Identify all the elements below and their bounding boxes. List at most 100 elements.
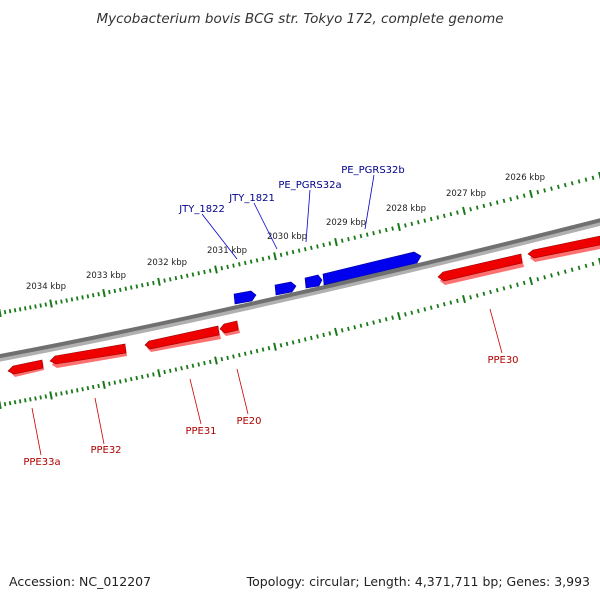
outer-track-minor-tick [563, 182, 567, 188]
inner-track-minor-tick [442, 302, 446, 307]
outer-track-minor-tick [522, 193, 526, 198]
gene-label-pe-pgrs32b[interactable]: PE_PGRS32b [341, 165, 405, 176]
outer-track-minor-tick [232, 263, 235, 268]
gene-label-ppe31[interactable]: PPE31 [185, 426, 216, 437]
label-leader-lines [31, 174, 503, 456]
outer-track-minor-tick [24, 306, 27, 311]
inner-track-minor-tick [522, 280, 526, 286]
inner-track-major-tick [49, 391, 53, 400]
leader-pe-pgrs32b [364, 174, 375, 230]
outer-track-minor-tick [8, 309, 12, 314]
inner-track-minor-tick [220, 356, 224, 362]
outer-track-minor-tick [543, 188, 546, 193]
tick-label-2029: 2029 kbp [326, 218, 366, 228]
gene-arrow-ppe33a[interactable] [7, 359, 44, 377]
outer-track-minor-tick [442, 213, 446, 219]
inner-track-minor-tick [226, 355, 229, 361]
gene-label-jty-1821[interactable]: JTY_1821 [228, 193, 275, 204]
gene-label-ppe30[interactable]: PPE30 [487, 355, 518, 366]
outer-track-minor-tick [238, 262, 241, 267]
gene-arrow-ppe31[interactable] [144, 325, 221, 352]
outer-track-minor-tick [54, 300, 58, 305]
inner-track-minor-tick [303, 337, 307, 342]
gene-arrow-jty-1821[interactable] [274, 281, 297, 296]
tick-labels: 2034 kbp 2033 kbp 2032 kbp 2031 kbp 2030… [26, 173, 545, 292]
outer-track-minor-tick [359, 233, 363, 239]
outer-track-minor-tick [347, 236, 350, 242]
tick-label-2033: 2033 kbp [86, 271, 126, 281]
outer-track-minor-tick [391, 226, 394, 231]
inner-track-minor-tick [54, 392, 58, 397]
outer-track-minor-tick [449, 212, 453, 217]
accession-text: Accession: NC_012207 [9, 574, 151, 589]
gene-arrow-pe-pgrs32a[interactable] [304, 274, 323, 289]
inner-track-minor-tick [91, 384, 95, 390]
inner-track-minor-tick [168, 368, 172, 373]
outer-track-minor-tick [76, 296, 79, 301]
inner-track-minor-tick [70, 389, 74, 394]
inner-track-major-tick [397, 311, 401, 321]
inner-track-minor-tick [8, 401, 12, 406]
outer-track-minor-tick [119, 287, 122, 292]
outer-track-minor-tick [97, 292, 100, 297]
outer-track-minor-tick [70, 297, 74, 302]
inner-track-minor-tick [563, 269, 567, 274]
inner-track-minor-tick [591, 261, 595, 267]
outer-track-minor-tick [570, 181, 574, 186]
outer-track-minor-tick [18, 307, 22, 312]
outer-track-major-tick [334, 237, 338, 247]
inner-track-minor-tick [328, 331, 332, 336]
outer-track-major-tick [102, 288, 106, 298]
outer-track-minor-tick [141, 283, 144, 288]
inner-track-minor-tick [232, 354, 235, 359]
gene-label-ppe32[interactable]: PPE32 [90, 445, 121, 456]
inner-track-minor-tick [60, 391, 63, 396]
gene-arrow-jty-1822[interactable] [233, 290, 257, 305]
outer-track-minor-tick [208, 268, 212, 273]
outer-track-minor-tick [310, 245, 313, 251]
leader-pe20 [236, 368, 249, 415]
outer-track-minor-tick [191, 272, 195, 277]
inner-track-minor-tick [384, 317, 388, 322]
outer-track-minor-tick [429, 216, 433, 222]
outer-track-minor-tick [372, 230, 375, 236]
outer-track-minor-tick [436, 215, 440, 220]
outer-track-minor-tick [197, 271, 200, 276]
outer-track-minor-tick [203, 269, 206, 275]
gene-label-pe20[interactable]: PE20 [236, 416, 261, 427]
inner-track-minor-tick [279, 343, 283, 348]
map-title: Mycobacterium bovis BCG str. Tokyo 172, … [96, 11, 503, 27]
gene-arrow-ppe30[interactable] [437, 253, 524, 285]
outer-track-minor-tick [135, 284, 139, 289]
outer-track-minor-tick [316, 244, 319, 249]
outer-track-minor-tick [502, 198, 506, 204]
gene-arrow-pe-pgrs32b[interactable] [322, 251, 422, 286]
outer-track-minor-tick [255, 258, 259, 263]
gene-labels: JTY_1822 JTY_1821 PE_PGRS32a PE_PGRS32b … [23, 165, 518, 468]
outer-track-minor-tick [489, 202, 492, 207]
inner-track-minor-tick [255, 348, 259, 354]
inner-track-minor-tick [285, 341, 289, 347]
leader-ppe30 [489, 308, 503, 354]
gene-label-jty-1822[interactable]: JTY_1822 [178, 204, 225, 215]
gene-arrow-pe20[interactable] [219, 320, 240, 336]
inner-track-minor-tick [129, 376, 133, 382]
tick-label-2028: 2028 kbp [386, 204, 426, 214]
tick-label-2034: 2034 kbp [26, 282, 66, 292]
gene-label-ppe33a[interactable]: PPE33a [23, 457, 60, 468]
inner-track-minor-tick [18, 399, 22, 404]
outer-track-minor-tick [365, 232, 369, 237]
inner-track-major-tick [0, 400, 2, 410]
outer-track-minor-tick [86, 294, 90, 299]
gene-arrow-ppe32[interactable] [49, 343, 127, 368]
outer-track-minor-tick [475, 205, 479, 210]
inner-track-minor-tick [469, 295, 472, 300]
outer-track-minor-tick [185, 273, 189, 278]
inner-track-minor-tick [249, 350, 253, 355]
inner-track-minor-tick [180, 366, 183, 371]
outer-track-minor-tick [384, 227, 388, 233]
outer-track-minor-tick [13, 308, 17, 313]
gene-arrow-ppe29-partial[interactable] [527, 235, 600, 262]
gene-label-pe-pgrs32a[interactable]: PE_PGRS32a [278, 180, 341, 191]
